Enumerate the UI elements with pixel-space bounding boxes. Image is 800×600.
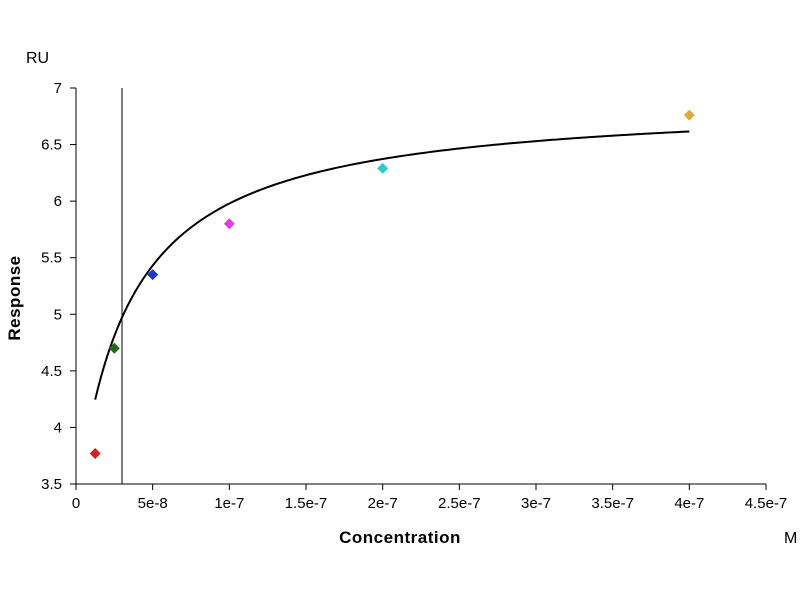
- fit-curve: [94, 130, 690, 400]
- x-tick-label: 0: [72, 495, 80, 512]
- y-tick-label: 6: [54, 193, 62, 210]
- y-tick-label: 5: [54, 306, 62, 323]
- x-tick-label: 2e-7: [368, 495, 398, 512]
- y-axis-title: Response: [5, 255, 24, 340]
- y-axis-ticks: 3.5 4 4.5 5 5.5 6 6.5 7: [41, 80, 76, 493]
- x-axis-ticks: 0 5e-8 1e-7 1.5e-7 2e-7 2.5e-7 3e-7 3.5e-7 4e-7 4…: [72, 484, 787, 512]
- x-tick-label: 3.5e-7: [591, 495, 634, 512]
- x-tick-label: 2.5e-7: [438, 495, 481, 512]
- y-tick-label: 4.5: [41, 363, 62, 380]
- data-point: [89, 447, 101, 459]
- x-tick-label: 1e-7: [214, 495, 244, 512]
- data-point: [108, 342, 120, 354]
- data-point: [377, 162, 389, 174]
- data-point: [147, 269, 159, 281]
- y-tick-label: 3.5: [41, 476, 62, 493]
- data-points: [89, 109, 695, 459]
- x-tick-label: 1.5e-7: [285, 495, 328, 512]
- x-tick-label: 4.5e-7: [745, 495, 788, 512]
- axes: [75, 88, 766, 485]
- x-tick-label: 4e-7: [674, 495, 704, 512]
- x-tick-label: 3e-7: [521, 495, 551, 512]
- data-point: [223, 218, 235, 230]
- x-tick-label: 5e-8: [138, 495, 168, 512]
- y-tick-label: 6.5: [41, 137, 62, 154]
- y-tick-label: 4: [54, 419, 62, 436]
- y-tick-label: 5.5: [41, 250, 62, 267]
- x-axis-unit: M: [784, 530, 797, 547]
- y-tick-label: 7: [54, 80, 62, 97]
- x-axis-title: Concentration: [339, 528, 461, 547]
- data-point: [683, 109, 695, 121]
- y-axis-unit: RU: [26, 50, 49, 67]
